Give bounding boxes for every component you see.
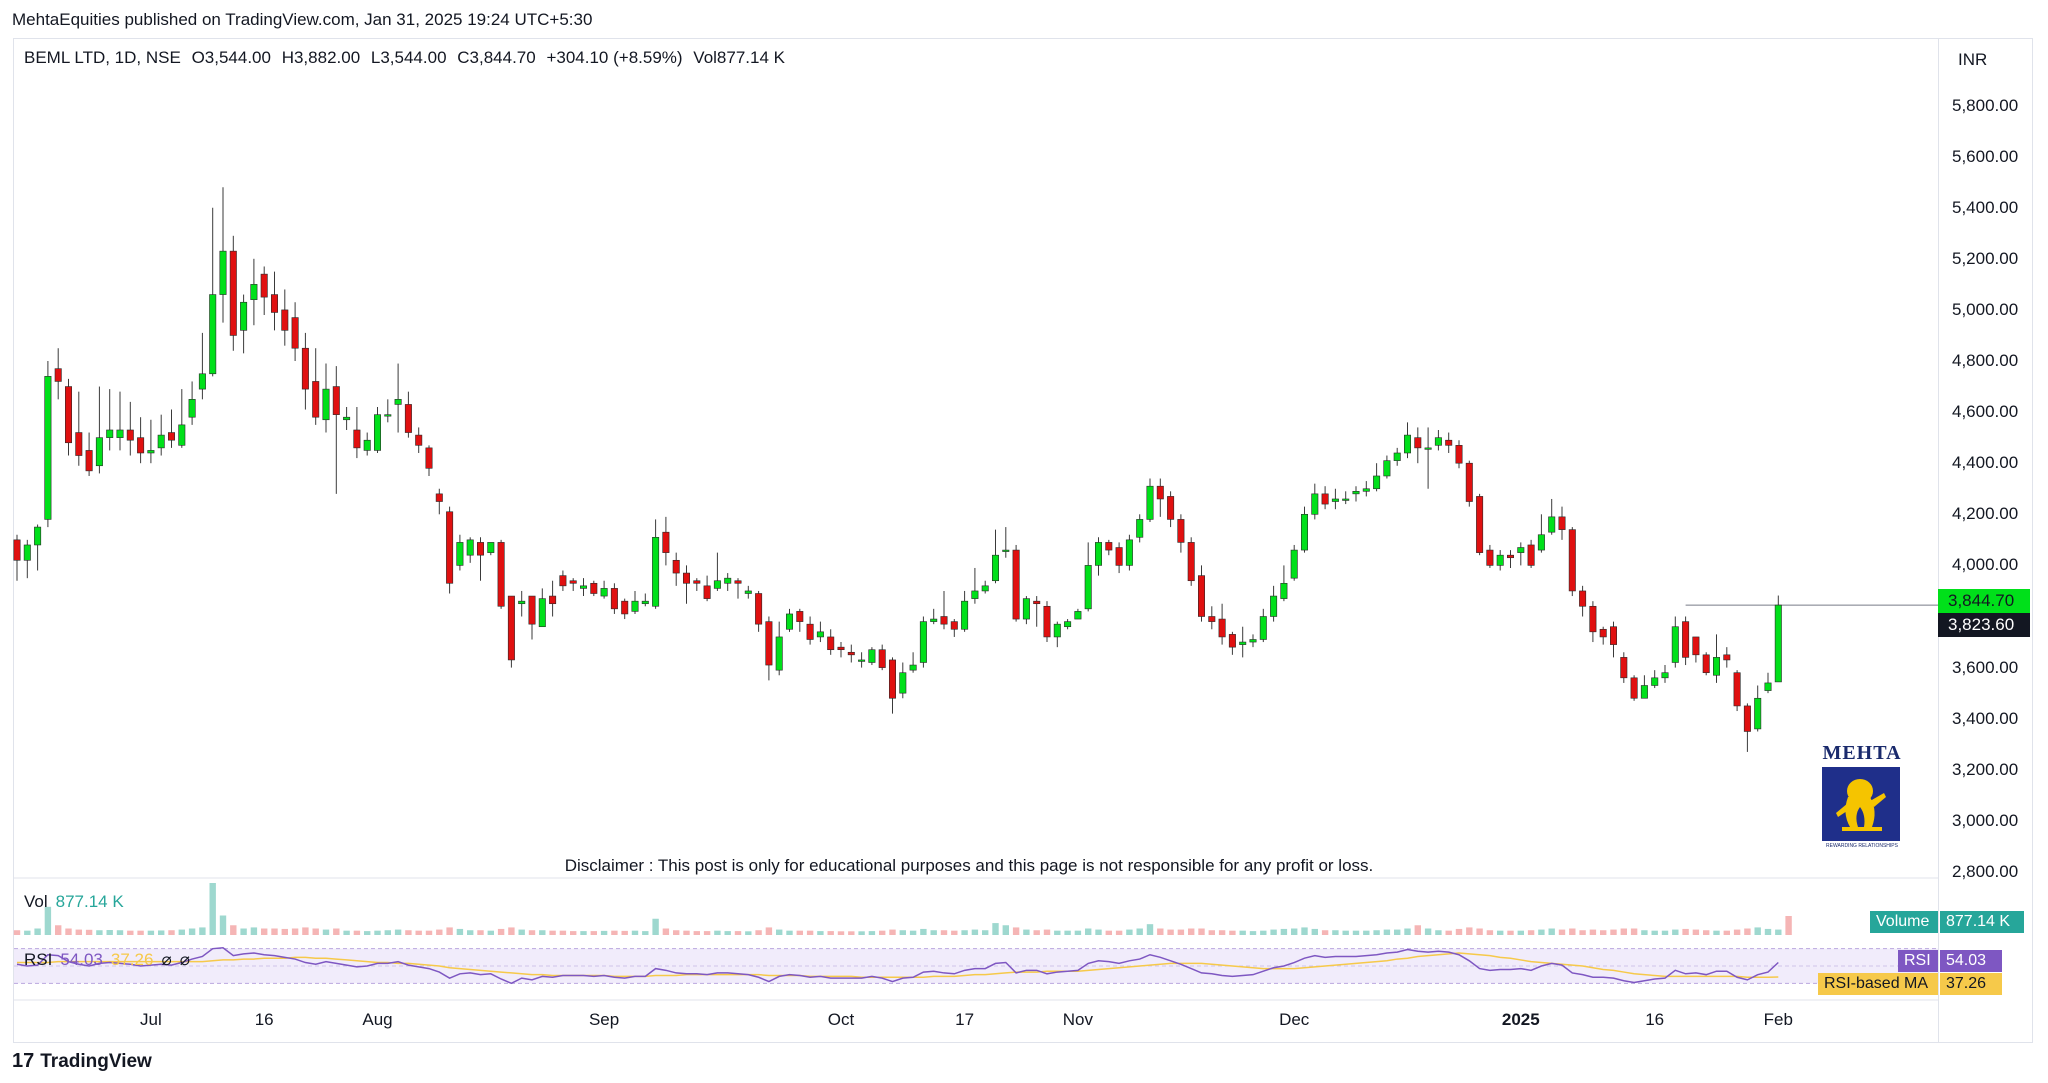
- chart-frame: [13, 38, 2033, 1043]
- lion-emblem-icon: [1822, 767, 1900, 841]
- rsi-badge-label: RSI: [1898, 950, 1938, 972]
- price-tick-label: 2,800.00: [1952, 862, 2019, 881]
- mehta-logo-name: MEHTA: [1822, 742, 1902, 764]
- time-tick-label: Nov: [1062, 1010, 1094, 1029]
- legend-volume: Vol877.14 K: [693, 48, 785, 67]
- price-tick-label: 4,000.00: [1952, 555, 2019, 575]
- mehta-logo: MEHTA REWARDING RELATIONSHIPS: [1822, 742, 1902, 852]
- legend-close: C3,844.70: [457, 48, 536, 67]
- tradingview-mark-icon: 17: [12, 1050, 35, 1072]
- price-tick-label: 4,400.00: [1952, 453, 2019, 473]
- tradingview-logo[interactable]: 17 TradingView: [12, 1050, 152, 1073]
- disclaimer-text: Disclaimer : This post is only for educa…: [564, 856, 1374, 875]
- price-tick-label: 5,800.00: [1952, 95, 2019, 115]
- rsi-title-extra1: ⌀: [161, 950, 172, 969]
- time-tick-label: Feb: [1763, 1010, 1793, 1029]
- legend-open: O3,544.00: [191, 48, 271, 67]
- price-tick-label: 5,600.00: [1952, 146, 2019, 166]
- price-tick-label: 4,800.00: [1952, 351, 2019, 370]
- price-tick-label: 3,000.00: [1952, 810, 2019, 830]
- time-tick-label: 16: [254, 1010, 274, 1029]
- rsi-ma-badge-label: RSI-based MA: [1818, 973, 1938, 995]
- last-price-label: 3,844.70: [1938, 589, 2030, 613]
- rsi-title-value: 54.03: [60, 950, 103, 969]
- time-tick-label: 2025: [1501, 1010, 1540, 1029]
- volume-badge-value: 877.14 K: [1940, 911, 2024, 933]
- currency-label[interactable]: INR: [1958, 50, 1988, 69]
- rsi-badge-value: 54.03: [1940, 950, 2002, 972]
- prev-close-label: 3,823.60: [1938, 613, 2030, 637]
- price-tick-label: 3,400.00: [1952, 708, 2019, 728]
- volume-pane-title[interactable]: Vol 877.14 K: [24, 892, 124, 912]
- rsi-ma-badge-value: 37.26: [1940, 973, 2002, 995]
- legend-high: H3,882.00: [281, 48, 361, 67]
- price-tick-label: 3,600.00: [1952, 657, 2019, 677]
- time-tick-label: 16: [1645, 1010, 1665, 1029]
- rsi-title-extra2: ⌀: [179, 950, 190, 969]
- time-tick-label: 17: [955, 1010, 975, 1029]
- rsi-pane-title[interactable]: RSI 54.03 37.26 ⌀ ⌀: [24, 950, 190, 970]
- volume-badge-label: Volume: [1870, 911, 1938, 933]
- price-tick-label: 5,200.00: [1952, 248, 2019, 268]
- time-tick-label: Aug: [362, 1010, 393, 1029]
- time-tick-label: Sep: [588, 1010, 620, 1029]
- legend-symbol[interactable]: BEML LTD, 1D, NSE: [24, 48, 181, 67]
- tradingview-brand: TradingView: [40, 1050, 152, 1072]
- rsi-title-ma-value: 37.26: [110, 950, 154, 969]
- time-tick-label: Jul: [140, 1010, 162, 1029]
- price-tick-label: 4,600.00: [1952, 402, 2019, 422]
- published-line: MehtaEquities published on TradingView.c…: [12, 10, 593, 29]
- price-axis-separator: [1938, 38, 1939, 1043]
- time-tick-label: Dec: [1279, 1010, 1310, 1029]
- price-tick-label: 5,000.00: [1952, 299, 2019, 319]
- volume-title-label: Vol: [24, 892, 48, 911]
- rsi-title-label: RSI: [24, 950, 53, 969]
- volume-title-value: 877.14 K: [55, 892, 124, 911]
- price-tick-label: 5,400.00: [1952, 197, 2019, 217]
- price-tick-label: 4,200.00: [1952, 504, 2019, 524]
- mehta-tagline: REWARDING RELATIONSHIPS: [1826, 843, 1898, 849]
- symbol-legend: BEML LTD, 1D, NSE O3,544.00 H3,882.00 L3…: [24, 48, 791, 68]
- price-tick-label: 3,200.00: [1952, 759, 2019, 779]
- legend-low: L3,544.00: [370, 48, 447, 67]
- legend-change: +304.10 (+8.59%): [546, 48, 683, 67]
- time-tick-label: Oct: [827, 1010, 855, 1029]
